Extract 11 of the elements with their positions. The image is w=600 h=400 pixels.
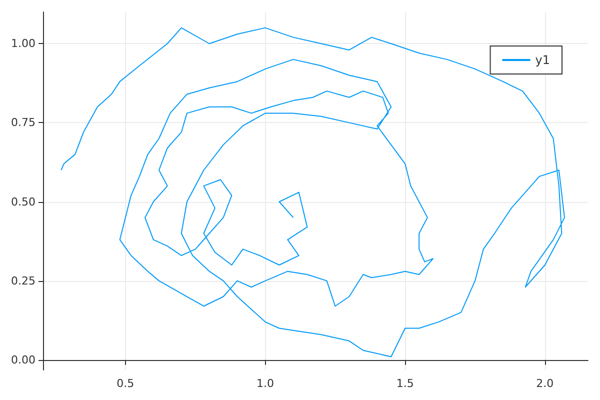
x-tick-label: 1.0 — [256, 377, 274, 390]
y-tick-label: 0.50 — [10, 195, 36, 208]
legend-label: y1 — [535, 53, 550, 67]
line-series — [60, 27, 566, 358]
y-tick-label: 0.75 — [10, 116, 36, 130]
x-tick-label: 1.5 — [396, 377, 414, 390]
y-tick-label: 0.00 — [10, 353, 36, 366]
x-tick-label: 2.0 — [536, 377, 554, 390]
y-tick-label: 0.25 — [10, 274, 36, 288]
x-tick-label: 0.5 — [116, 377, 134, 390]
y-tick-label: 1.00 — [10, 37, 36, 50]
